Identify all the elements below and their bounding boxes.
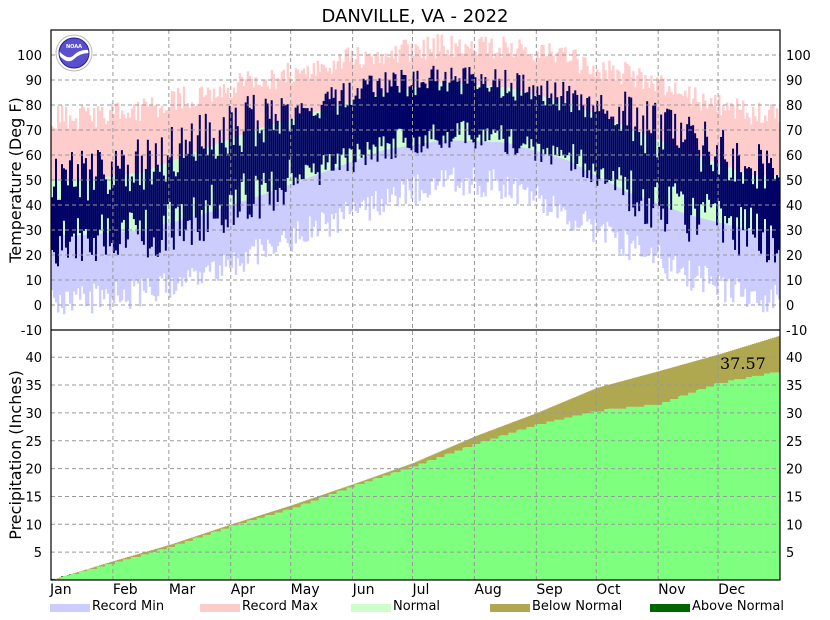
temp-tick-right: 90: [786, 74, 803, 89]
month-label: Jan: [49, 582, 72, 598]
temperature-bars: [51, 34, 780, 315]
legend-item-record-min: Record Min: [50, 597, 164, 615]
month-label: Mar: [169, 582, 196, 598]
temp-tick-right: 20: [786, 249, 803, 264]
svg-text:NOAA: NOAA: [66, 44, 82, 50]
total-precip-annotation: 37.57: [720, 354, 766, 373]
precip-tick-left: 20: [25, 463, 42, 478]
temp-tick-left: 80: [25, 99, 42, 114]
month-label: Aug: [474, 582, 501, 598]
legend-swatch: [200, 604, 240, 612]
temp-tick-left: -10: [21, 324, 42, 339]
legend: Record Min Record Max Normal Below Norma…: [0, 597, 830, 615]
temp-tick-right: 60: [786, 149, 803, 164]
month-label: May: [291, 582, 320, 598]
month-label: Sep: [536, 582, 563, 598]
temperature-axis-label: Temperature (Deg F): [6, 97, 25, 264]
temp-tick-left: 60: [25, 149, 42, 164]
temp-tick-left: 70: [25, 124, 42, 139]
precip-tick-left: 30: [25, 407, 42, 422]
legend-swatch: [351, 604, 391, 612]
precip-tick-left: 15: [25, 490, 42, 505]
temp-tick-right: 80: [786, 99, 803, 114]
precip-tick-right: 5: [786, 546, 794, 561]
precip-tick-right: 10: [786, 518, 803, 533]
legend-item-record-max: Record Max: [200, 597, 318, 615]
precip-tick-left: 5: [34, 546, 42, 561]
precipitation-axis-label: Precipitation (Inches): [6, 370, 25, 540]
temp-tick-right: 30: [786, 224, 803, 239]
temp-tick-right: 40: [786, 199, 803, 214]
temp-tick-left: 100: [17, 49, 42, 64]
month-label: Apr: [231, 582, 255, 598]
legend-item-below-normal: Below Normal: [490, 597, 622, 615]
temp-tick-right: 100: [786, 49, 811, 64]
temp-tick-left: 10: [25, 274, 42, 289]
temp-tick-left: 50: [25, 174, 42, 189]
temp-tick-left: 90: [25, 74, 42, 89]
noaa-logo-icon: NOAA: [55, 34, 93, 72]
month-label: Jul: [412, 582, 430, 598]
month-label: Nov: [658, 582, 685, 598]
precip-tick-right: 35: [786, 379, 803, 394]
legend-item-normal: Normal: [351, 597, 440, 615]
legend-swatch: [490, 604, 530, 612]
temp-tick-right: 0: [786, 299, 794, 314]
gridlines: [51, 30, 780, 580]
precip-tick-left: 25: [25, 435, 42, 450]
month-label: Dec: [718, 582, 745, 598]
precip-tick-left: 35: [25, 379, 42, 394]
precip-tick-left: 10: [25, 518, 42, 533]
temp-tick-right: 70: [786, 124, 803, 139]
chart-title: DANVILLE, VA - 2022: [321, 6, 509, 27]
temp-tick-left: 20: [25, 249, 42, 264]
precip-tick-right: 40: [786, 351, 803, 366]
precipitation-area: [51, 336, 780, 580]
legend-item-above-normal: Above Normal: [650, 597, 784, 615]
temp-tick-left: 0: [34, 299, 42, 314]
temp-tick-right: 50: [786, 174, 803, 189]
precip-tick-right: 15: [786, 490, 803, 505]
month-label: Jun: [352, 582, 375, 598]
temp-tick-left: 40: [25, 199, 42, 214]
precip-tick-right: 30: [786, 407, 803, 422]
temp-tick-right: 10: [786, 274, 803, 289]
temp-tick-left: 30: [25, 224, 42, 239]
legend-swatch: [650, 604, 690, 612]
precip-tick-left: 40: [25, 351, 42, 366]
month-label: Oct: [596, 582, 621, 598]
precip-tick-right: 25: [786, 435, 803, 450]
temp-tick-right: -10: [786, 324, 807, 339]
precip-tick-right: 20: [786, 463, 803, 478]
legend-swatch: [50, 604, 90, 612]
month-label: Feb: [113, 582, 138, 598]
